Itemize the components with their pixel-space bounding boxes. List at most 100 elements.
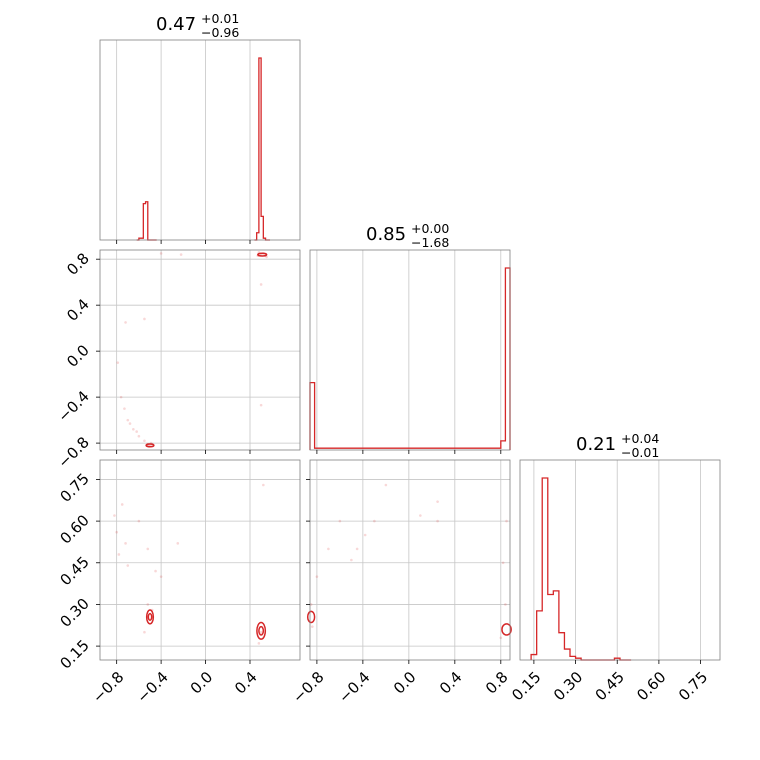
title-param-1-upper: +0.00: [411, 221, 449, 236]
xtick-label-param-1-2: 0.0: [390, 668, 420, 698]
histogram-param-2: [530, 477, 632, 661]
ytick-label-param-1-0: −0.8: [54, 433, 92, 471]
panel-1-0-frame: [99, 249, 301, 451]
panel-2-0-sample-0: [113, 514, 116, 517]
xtick-label-param-2-4: 0.75: [675, 668, 711, 704]
panel-2-0-sample-14: [262, 483, 265, 487]
title-param-2-upper: +0.04: [621, 431, 659, 446]
panel-2-1-sample-6: [355, 547, 359, 551]
panel-2-1-sample-4: [338, 519, 342, 523]
panel-1-0-sample-25: [135, 430, 138, 433]
panel-2-0-sample-3: [124, 542, 127, 545]
panel-1-0-sample-5: [143, 439, 146, 443]
xtick-label-param-1-1: −0.4: [335, 668, 373, 706]
panel-2-1-sample-2: [315, 575, 319, 578]
panel-2-1-sample-0: [309, 603, 313, 606]
xtick-label-param-2-1: 0.30: [550, 668, 586, 704]
title-param-1-lower: −1.68: [411, 235, 449, 250]
panel-2-1-sample-8: [373, 519, 376, 523]
panel-2-0-sample-1: [115, 530, 118, 534]
title-layer: 0.47 +0.01−0.96 0.85 +0.00−1.68 0.21 +0.04−0.…: [156, 11, 659, 460]
grid-layer: [100, 40, 701, 660]
panel-1-0-sample-8: [126, 418, 130, 422]
ytick-label-param-2-1: 0.30: [56, 595, 92, 631]
xtick-label-param-2-3: 0.60: [633, 668, 669, 704]
panel-2-0-sample-10: [146, 603, 150, 606]
panel-2-1-sample-1: [310, 625, 314, 628]
panel-2-0-sample-8: [176, 542, 180, 545]
panel-2-1-sample-5: [350, 558, 353, 562]
panel-1-0-sample-22: [259, 283, 263, 286]
panel-1-0-contour-1: [257, 252, 268, 257]
frame-layer: [99, 39, 721, 661]
xtick-label-param-0-0: −0.8: [89, 668, 127, 706]
tick-layer: −0.8−0.40.00.40.8−0.8 −0.4 0.0 0.40.150.300…: [54, 240, 711, 707]
panel-2-2-frame: [519, 459, 721, 661]
xtick-label-param-2-0: 0.15: [508, 668, 544, 704]
data-layer: [113, 57, 632, 661]
ytick-label-param-2-3: 0.60: [56, 511, 92, 547]
ytick-label-param-2-2: 0.45: [56, 553, 92, 589]
panel-2-0-sample-2: [120, 503, 124, 506]
panel-2-1-sample-10: [419, 514, 422, 517]
panel-1-0-sample-7: [132, 428, 135, 431]
panel-2-1-sample-7: [363, 533, 367, 537]
panel-2-1-frame: [309, 459, 511, 661]
histogram-param-1: [309, 267, 511, 450]
panel-2-0-sample-15: [117, 553, 121, 556]
panel-1-0-sample-10: [119, 395, 123, 399]
panel-2-1-sample-9: [384, 483, 388, 487]
title-param-2-lower: −0.01: [621, 445, 659, 460]
panel-1-0-contour-0: [145, 443, 155, 448]
panel-2-1-sample-12: [436, 500, 439, 503]
title-param-0-upper: +0.01: [201, 11, 239, 26]
xtick-label-param-1-3: 0.4: [436, 668, 466, 698]
xtick-label-param-2-2: 0.45: [592, 668, 628, 704]
panel-2-0-contour-0: [145, 609, 155, 625]
panel-2-0-sample-6: [154, 569, 157, 573]
panel-2-0-sample-7: [159, 575, 163, 578]
panel-1-0-sample-9: [123, 407, 126, 410]
panel-2-0-sample-4: [137, 519, 141, 523]
panel-2-0-contour-3: [258, 625, 265, 636]
panel-1-0-sample-24: [128, 422, 132, 425]
panel-2-0-sample-5: [146, 547, 150, 551]
title-param-1-median: 0.85: [366, 224, 406, 245]
panel-2-1-sample-13: [499, 636, 503, 640]
panel-2-0-sample-13: [259, 630, 263, 634]
title-param-0-lower: −0.96: [201, 25, 239, 40]
panel-1-0-sample-12: [124, 321, 127, 324]
xtick-label-param-1-0: −0.8: [289, 668, 327, 706]
panel-1-0-sample-23: [259, 403, 263, 407]
panel-2-0-sample-16: [126, 564, 130, 567]
panel-1-0-sample-13: [143, 317, 146, 321]
panel-2-0-sample-12: [257, 642, 261, 645]
panel-2-1-contour-1: [501, 623, 512, 636]
panel-2-1-sample-11: [436, 519, 439, 523]
panel-2-0-contour-1: [147, 612, 153, 622]
panel-1-0-sample-11: [116, 361, 120, 364]
ytick-label-param-2-4: 0.75: [56, 470, 92, 506]
xtick-label-param-0-2: 0.0: [187, 668, 217, 698]
panel-2-1-contour-0: [306, 610, 316, 624]
panel-2-1-sample-14: [505, 519, 508, 523]
panel-1-1-frame: [309, 249, 511, 451]
panel-1-0-sample-6: [137, 434, 141, 438]
ytick-label-param-1-2: 0.0: [63, 341, 93, 371]
panel-0-0-frame: [99, 39, 301, 241]
ytick-label-param-1-4: 0.8: [63, 249, 93, 279]
title-param-2-median: 0.21: [576, 434, 616, 455]
panel-1-0-sample-15: [179, 253, 183, 256]
xtick-label-param-0-1: −0.4: [133, 668, 171, 706]
title-param-0-median: 0.47: [156, 14, 196, 35]
panel-1-0-sample-20: [265, 255, 268, 259]
ytick-label-param-1-3: 0.4: [63, 295, 93, 325]
xtick-label-param-0-3: 0.4: [231, 668, 261, 698]
ytick-label-param-1-1: −0.4: [54, 387, 92, 425]
xtick-label-param-1-4: 0.8: [482, 668, 512, 698]
panel-2-0-frame: [99, 459, 301, 661]
panel-2-1-sample-16: [504, 603, 507, 606]
panel-2-0-sample-9: [143, 630, 146, 634]
ytick-label-param-2-0: 0.15: [56, 636, 92, 672]
